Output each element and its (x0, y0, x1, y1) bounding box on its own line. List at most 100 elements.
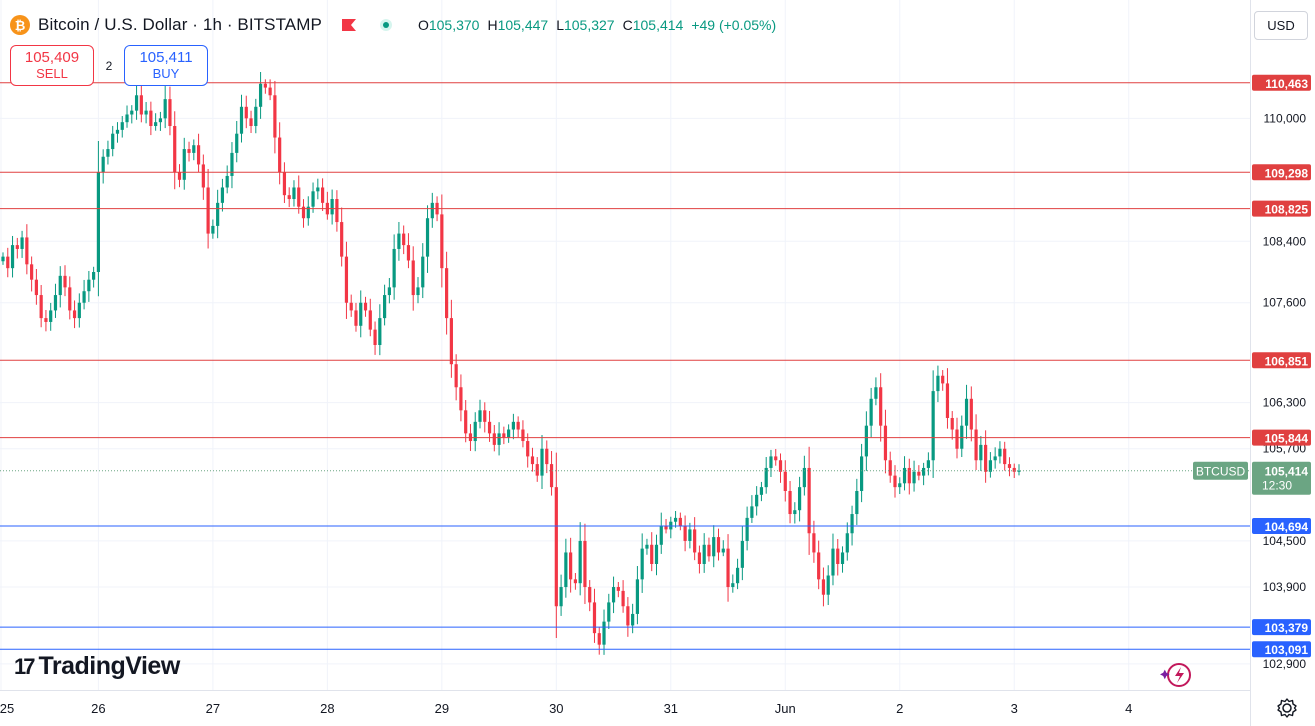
price-tick-label: 103,900 (1263, 580, 1307, 594)
symbol-title[interactable]: Bitcoin / U.S. Dollar · 1h · BITSTAMP (38, 15, 322, 34)
candle-body (282, 172, 287, 196)
candle-body (406, 245, 411, 261)
candle-body (874, 387, 878, 399)
symbol-tag-label: BTCUSD (1196, 465, 1246, 479)
candle-body (716, 537, 721, 553)
candle-body (92, 272, 96, 280)
candle-body (836, 548, 840, 564)
candle-body (797, 487, 802, 511)
open-value: 105,370 (428, 17, 480, 33)
candle-body (268, 87, 272, 96)
candle-body (988, 460, 992, 472)
sell-button[interactable]: 105,409 SELL (10, 45, 94, 86)
candle-body (120, 122, 124, 130)
assistant-sparkle-icon[interactable] (1160, 658, 1194, 692)
candle-body (497, 433, 501, 445)
level-marker (1252, 641, 1311, 658)
candle-body (39, 295, 43, 319)
candle-body (611, 587, 616, 603)
currency-selector[interactable]: USD (1254, 11, 1308, 40)
candle-body (821, 579, 826, 595)
candle-body (755, 494, 759, 507)
price-tick-label: 104,500 (1263, 534, 1307, 548)
candle-body (645, 544, 649, 549)
sell-label: SELL (36, 66, 68, 81)
candle-body (879, 387, 883, 426)
candle-body (292, 187, 296, 200)
candle-body (712, 537, 716, 557)
candle-body (1003, 448, 1007, 465)
level-marker (1252, 74, 1311, 91)
candle-body (449, 318, 453, 365)
close-label: C (622, 17, 633, 33)
candle-body (430, 202, 434, 219)
flag-icon[interactable] (341, 19, 356, 31)
level-marker (1252, 352, 1311, 369)
candle-body (177, 172, 182, 180)
candle-body (860, 456, 864, 491)
chart-grid (0, 0, 1250, 690)
candle-body (440, 214, 444, 269)
buy-price: 105,411 (139, 49, 193, 66)
level-marker (1252, 164, 1311, 181)
price-tick-label: 102,900 (1263, 657, 1307, 671)
candle-body (220, 187, 225, 203)
candle-body (573, 579, 577, 584)
high-label: H (487, 17, 498, 33)
candle-body (211, 225, 215, 234)
candle-body (998, 448, 1002, 457)
time-tick-label: 3 (1011, 701, 1018, 716)
candle-body (158, 118, 163, 123)
candle-body (216, 202, 220, 226)
candle-body (769, 456, 773, 468)
time-axis[interactable]: 25 26 27 28 29 30 31 Jun 2 3 4 (0, 690, 1250, 717)
level-marker-label: 108,825 (1265, 203, 1309, 217)
candle-body (115, 129, 120, 134)
candle-body (1007, 464, 1012, 468)
candle-body (77, 302, 81, 319)
candle-body (707, 544, 711, 557)
buy-button[interactable]: 105,411 BUY (124, 45, 208, 86)
candle-body (783, 471, 787, 491)
candle-body (974, 429, 978, 461)
time-tick-label: 30 (549, 701, 563, 716)
candle-body (693, 529, 697, 553)
candle-body (263, 83, 267, 88)
candle-body (421, 256, 425, 288)
level-marker-label: 103,379 (1265, 621, 1309, 635)
settings-gear-icon[interactable] (1276, 697, 1298, 719)
symbol-header: ₿ Bitcoin / U.S. Dollar · 1h · BITSTAMP … (10, 12, 776, 38)
candle-body (917, 471, 921, 476)
candle-body (106, 149, 110, 157)
candle-body (187, 149, 191, 153)
candle-body (483, 410, 487, 422)
candle-body (96, 172, 100, 273)
candle-body (831, 548, 835, 576)
price-axis[interactable]: 110,000108,400107,600106,300105,700104,5… (1250, 0, 1307, 726)
candle-body (87, 279, 91, 292)
candle-body (154, 122, 158, 127)
price-tick-label: 107,600 (1263, 296, 1307, 310)
tradingview-logo: 17 TradingView (14, 652, 180, 681)
candle-body (63, 275, 67, 288)
current-price-marker (1252, 461, 1311, 495)
level-marker-label: 104,694 (1265, 520, 1309, 534)
candle-body (673, 517, 678, 522)
candle-body (545, 448, 549, 465)
candle-body (330, 199, 334, 215)
time-tick-label: 25 (0, 701, 14, 716)
candle-body (235, 133, 239, 153)
candle-body (244, 106, 248, 119)
candle-body (149, 110, 153, 127)
candle-body (230, 152, 234, 176)
time-tick-label: 31 (664, 701, 678, 716)
candle-body (254, 106, 258, 127)
candle-body (659, 525, 663, 545)
candle-body (72, 310, 77, 319)
candle-body (793, 510, 797, 515)
candle-body (196, 145, 201, 165)
level-marker (1252, 518, 1311, 535)
candle-body (526, 441, 530, 457)
candle-body (664, 525, 668, 530)
